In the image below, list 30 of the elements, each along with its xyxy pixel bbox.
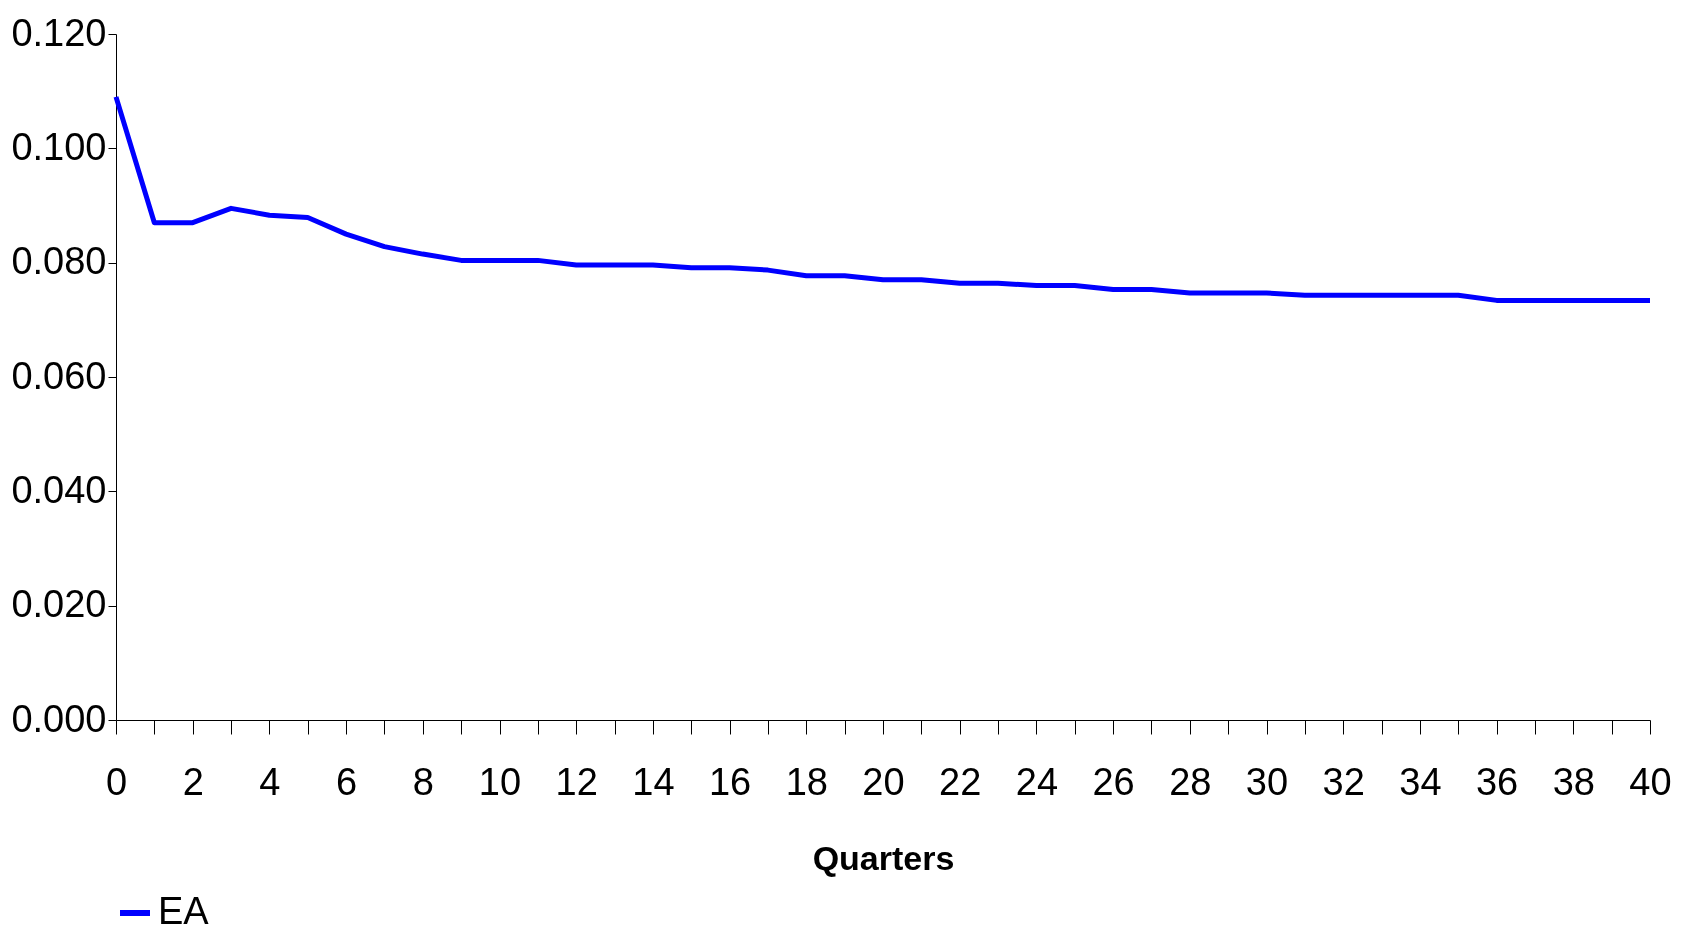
x-tick-label: 30 (1245, 760, 1289, 803)
x-tick-label: 12 (555, 760, 598, 803)
x-tick-label: 8 (412, 760, 434, 803)
y-tick-label: 0.040 (11, 468, 107, 511)
x-tick-label: 38 (1552, 760, 1595, 803)
x-tick-label: 22 (939, 760, 982, 803)
x-tick-label: 32 (1322, 760, 1365, 803)
x-tick-label: 24 (1015, 760, 1059, 803)
y-tick-label: 0.000 (11, 697, 107, 740)
x-tick-label: 6 (336, 760, 358, 803)
y-tick-label: 0.060 (11, 354, 107, 397)
y-tick-label: 0.120 (11, 11, 107, 54)
x-tick-label: 4 (259, 760, 281, 803)
x-tick-label: 36 (1475, 760, 1519, 803)
x-tick-label: 28 (1169, 760, 1212, 803)
x-tick-label: 10 (478, 760, 522, 803)
legend-label: EA (158, 890, 210, 932)
x-tick-label: 2 (182, 760, 204, 803)
x-tick-label: 40 (1629, 760, 1672, 803)
x-tick-label: 18 (785, 760, 828, 803)
y-tick-label: 0.080 (11, 240, 107, 283)
x-tick-label: 20 (862, 760, 905, 803)
x-tick-label: 26 (1092, 760, 1135, 803)
x-tick-label: 14 (632, 760, 675, 803)
x-axis-title: Quarters (812, 838, 955, 877)
y-tick-label: 0.020 (11, 583, 107, 626)
x-tick-label: 34 (1399, 760, 1442, 803)
x-tick-label: 0 (105, 760, 128, 803)
y-tick-label: 0.100 (11, 125, 107, 168)
x-tick-label: 16 (708, 760, 752, 803)
